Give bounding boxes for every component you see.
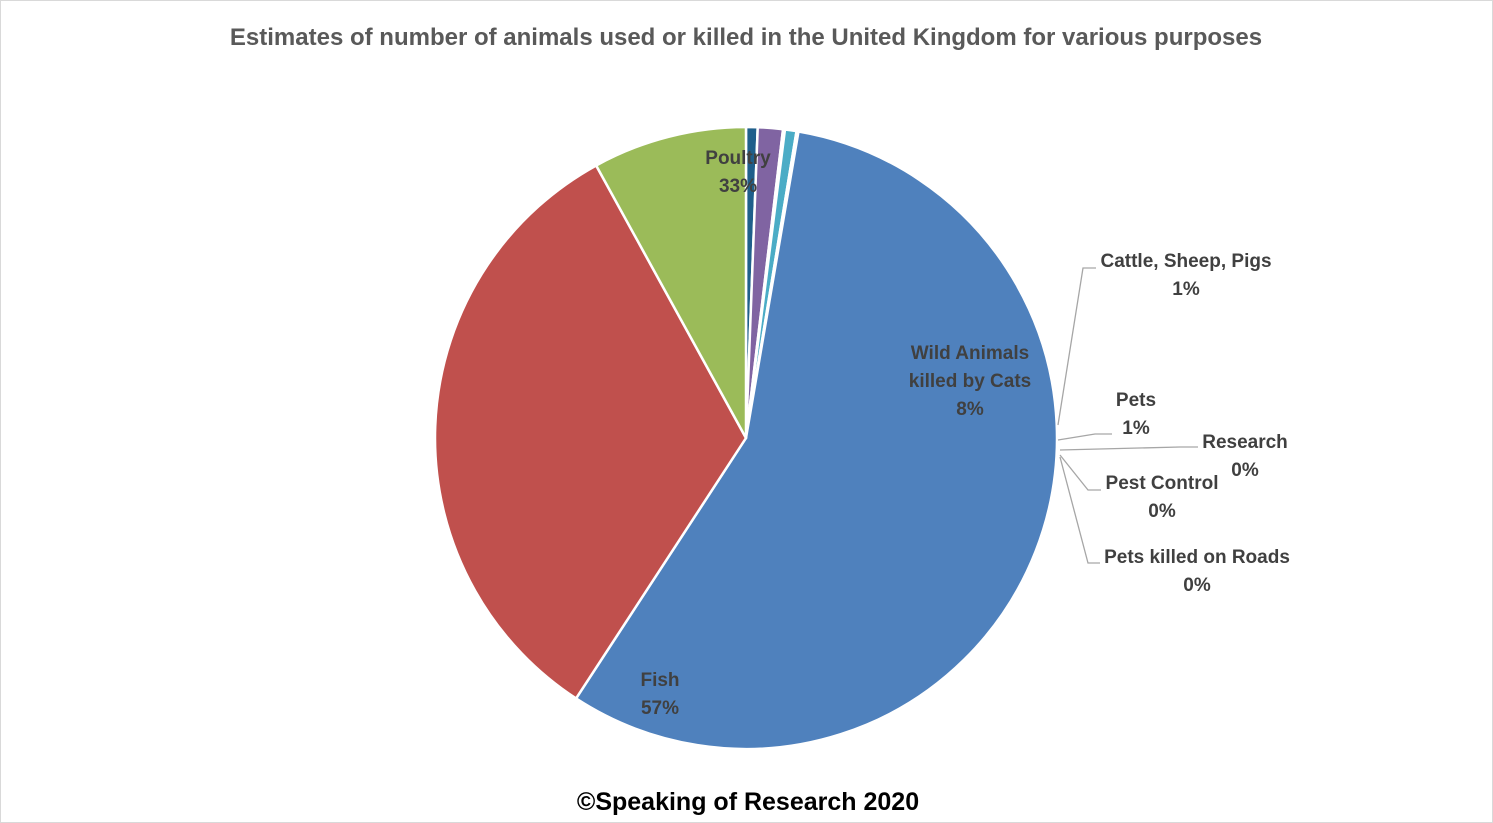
label-pets-roads-pct: 0% [1183, 575, 1211, 596]
label-fish-pct: 57% [641, 698, 679, 719]
copyright-footer: ©Speaking of Research 2020 [577, 788, 919, 816]
leader-line-cattle [1057, 267, 1096, 426]
label-pest-control-name: Pest Control [1106, 473, 1219, 494]
label-research-pct: 0% [1231, 460, 1259, 481]
pie-slices [433, 125, 1059, 751]
pie-slice-wild-animals-killed-by-cats [594, 125, 748, 440]
label-fish-name: Fish [640, 670, 679, 691]
pie-slice-fish [574, 130, 1059, 751]
label-wild-line1: Wild Animals [911, 343, 1029, 364]
label-pets-roads-name: Pets killed on Roads [1104, 547, 1290, 568]
label-poultry-name: Poultry [705, 148, 771, 169]
label-pets-name: Pets [1116, 390, 1156, 411]
leader-line-research [1059, 446, 1198, 451]
leader-line-pets-roads [1059, 456, 1100, 564]
label-cattle-name: Cattle, Sheep, Pigs [1100, 251, 1271, 272]
label-poultry-pct: 33% [719, 176, 757, 197]
leader-line-pets [1057, 433, 1112, 441]
label-pest-control-pct: 0% [1148, 501, 1176, 522]
label-wild-pct: 8% [956, 399, 984, 420]
label-pets-pct: 1% [1122, 418, 1150, 439]
leader-line-pest-control [1059, 454, 1101, 491]
chart-title: Estimates of number of animals used or k… [230, 24, 1262, 51]
label-wild-line2: killed by Cats [909, 371, 1032, 392]
label-research-name: Research [1202, 432, 1288, 453]
label-cattle-pct: 1% [1172, 279, 1200, 300]
